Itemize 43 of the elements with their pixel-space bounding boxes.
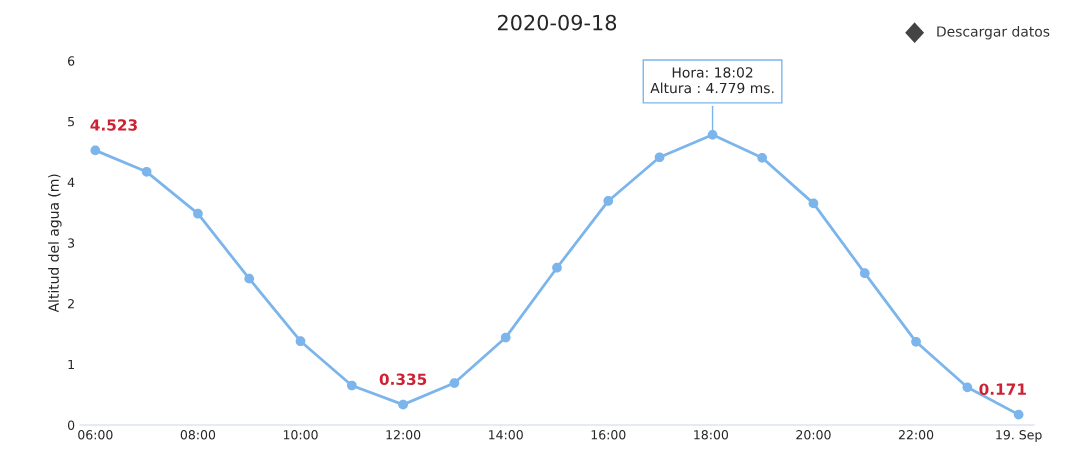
point xyxy=(808,198,819,209)
x-tick-label: 08:00 xyxy=(180,430,216,440)
point xyxy=(757,152,768,163)
data-label: 0.171 xyxy=(979,383,1026,395)
point xyxy=(449,378,460,388)
point xyxy=(603,196,614,206)
point xyxy=(398,399,408,410)
point xyxy=(707,129,718,140)
point xyxy=(193,208,203,219)
point xyxy=(1013,409,1024,420)
y-tick-label: 5 xyxy=(68,117,74,127)
annotation: Hora: 18:02 Altura : 4.779 ms. xyxy=(650,67,774,94)
y-tick-label: 1 xyxy=(68,359,74,370)
point xyxy=(346,380,357,391)
point xyxy=(859,268,870,279)
x-tick-label: 14:00 xyxy=(489,430,523,440)
data-label: 4.523 xyxy=(90,119,137,131)
x-tick-label: 16:00 xyxy=(591,430,626,440)
point xyxy=(654,152,665,163)
y-axis-title: Altitud del agua (m) xyxy=(48,174,62,313)
x-tick-label: 12:00 xyxy=(386,430,421,440)
text: Descargar datos xyxy=(937,25,1050,40)
point xyxy=(90,145,101,156)
point xyxy=(500,332,511,343)
point xyxy=(911,336,921,347)
x-tick-label: 19. Sep xyxy=(996,430,1042,442)
chart-title: 2020-09-18 xyxy=(497,14,617,31)
point xyxy=(295,336,306,347)
y-tick-label: 3 xyxy=(68,238,75,248)
x-tick-label: 22:00 xyxy=(898,430,934,440)
point xyxy=(552,262,562,273)
y-tick-label: 4 xyxy=(67,177,75,187)
point xyxy=(962,382,973,393)
x-tick-label: 06:00 xyxy=(78,430,113,440)
point xyxy=(244,273,255,284)
x-tick-label: 18:00 xyxy=(694,430,729,440)
point xyxy=(141,166,152,177)
y-tick-label: 6 xyxy=(68,56,75,66)
x-tick-label: 20:00 xyxy=(796,430,831,440)
data-label: 0.335 xyxy=(379,373,427,386)
x-tick-label: 10:00 xyxy=(283,430,318,440)
y-tick-label: 2 xyxy=(68,299,74,309)
y-tick-label: 0 xyxy=(67,420,75,430)
